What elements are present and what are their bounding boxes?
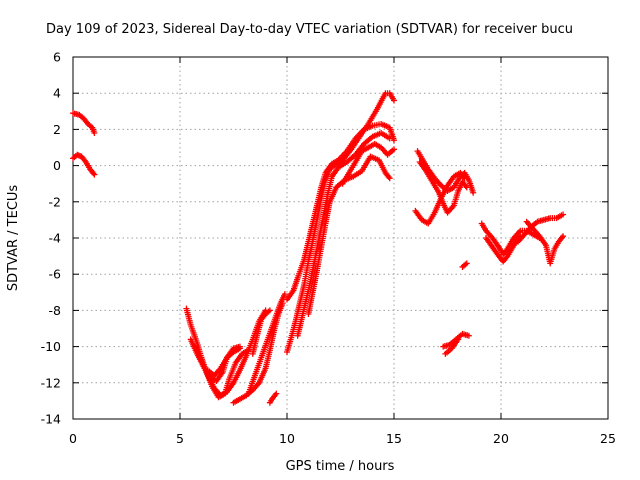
series-trace-w [483,233,524,265]
series-trace-u [459,260,470,270]
series-trace-k [284,90,397,356]
x-tick-label: 15 [386,431,402,446]
y-axis-label: SDTVAR / TECUs [6,185,21,292]
x-axis-label: GPS time / hours [286,459,395,474]
data-point [455,336,462,343]
data-point [463,260,470,267]
data-point [470,189,477,196]
y-tick-label: -10 [41,339,61,354]
x-tick-label: 20 [493,431,509,446]
data-point [391,97,397,104]
data-point [266,307,273,314]
data-point [91,130,98,137]
y-tick-label: -12 [41,375,61,390]
series-trace-c [183,305,252,401]
series-trace-o [339,140,397,187]
y-tick-label: -2 [49,194,61,209]
data-point [91,171,98,178]
series-trace-t [442,336,462,357]
data-point [391,137,397,144]
x-tick-label: 0 [69,431,77,446]
series-trace-e [191,307,269,399]
series-trace-r [412,169,468,227]
series-trace-h [245,291,288,397]
y-tick-label: 4 [53,86,61,101]
series-trace-b [70,151,98,178]
data-marks [70,90,567,406]
data-point [281,291,288,298]
y-tick-label: -6 [49,267,62,282]
y-tick-label: -8 [49,303,62,318]
grid [73,57,608,419]
data-point [461,175,468,182]
y-tick-label: 6 [53,50,61,65]
data-point [386,135,393,142]
ticks [72,56,609,420]
series-trace-f [204,345,243,379]
data-point [386,175,393,182]
data-point [560,211,567,218]
data-point [391,146,397,153]
series-trace-j [266,390,280,406]
y-tick-label: -4 [49,231,62,246]
y-tick-label: 2 [53,122,61,137]
series-trace-y [523,218,567,267]
tick-labels: 0 5 10 15 20 25 -14 -12 -10 -8 -6 -4 -2 0 2 4 6 [41,50,616,447]
series-trace-q [416,158,470,216]
series-trace-l [284,120,397,303]
series-trace-i [249,307,273,357]
data-point [560,233,567,240]
x-tick-label: 5 [176,431,184,446]
x-tick-label: 10 [279,431,295,446]
y-tick-label: -14 [41,412,61,427]
series-trace-a [70,110,98,137]
data-point [463,184,470,191]
chart-title: Day 109 of 2023, Sidereal Day-to-day VTE… [46,22,573,37]
y-tick-label: 0 [53,158,61,173]
data-point [273,390,280,397]
x-tick-label: 25 [600,431,616,446]
data-point [236,345,243,352]
data-point [465,332,472,339]
